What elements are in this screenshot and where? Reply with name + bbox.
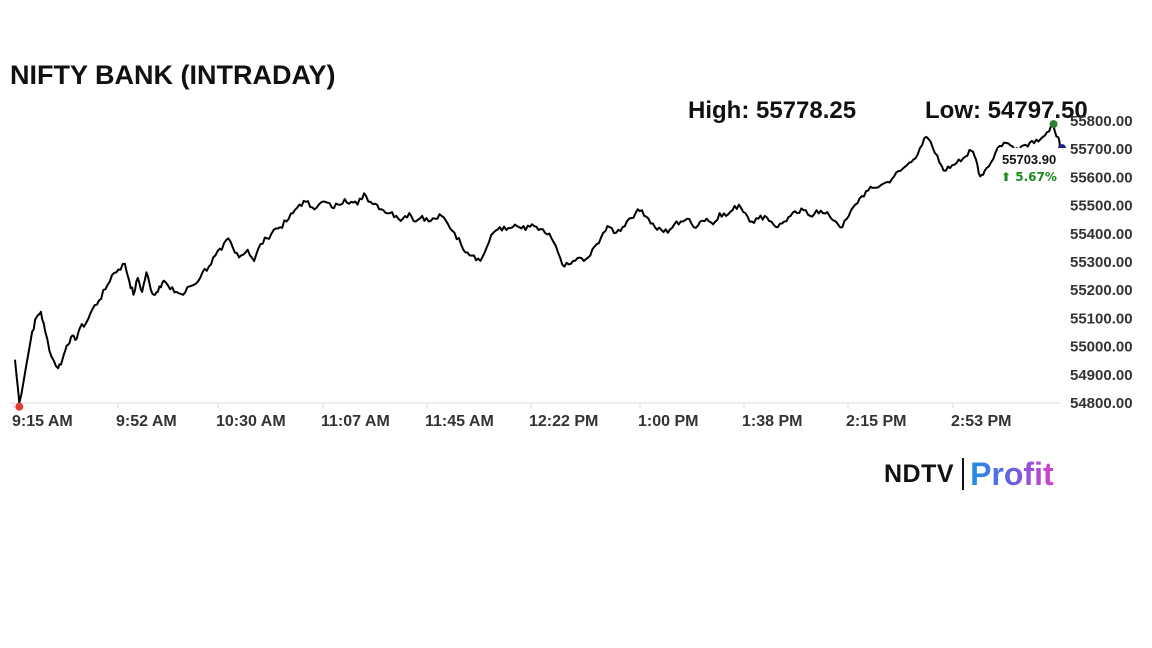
y-axis-ticks: 54800.00 54900.00 55000.00 55100.00 55200.00… — [1070, 113, 1133, 412]
chart-title: NIFTY BANK (INTRADAY) — [10, 60, 336, 90]
last-value-label: 55703.90 — [1002, 152, 1056, 167]
x-tick-label: 2:15 PM — [846, 413, 906, 430]
x-tick-label: 1:00 PM — [638, 413, 698, 430]
logo-ndtv-text: NDTV — [884, 459, 955, 488]
callout-background — [998, 148, 1068, 184]
x-axis-ticks: 9:15 AM 9:52 AM 10:30 AM 11:07 AM 11:45 AM 12… — [12, 403, 1011, 430]
x-tick-label: 11:07 AM — [321, 413, 390, 430]
x-tick-label: 9:52 AM — [116, 413, 177, 430]
high-label: High: 55778.25 — [688, 97, 857, 124]
y-tick-label: 55600.00 — [1070, 169, 1133, 186]
y-tick-label: 55200.00 — [1070, 282, 1133, 299]
x-tick-label: 9:15 AM — [12, 413, 73, 430]
x-tick-label: 10:30 AM — [216, 413, 286, 430]
y-tick-label: 55000.00 — [1070, 339, 1133, 356]
y-tick-label: 54800.00 — [1070, 395, 1133, 412]
high-marker-point — [1049, 120, 1058, 129]
x-tick-label: 11:45 AM — [425, 413, 494, 430]
last-value-callout: 55703.90 ⬆ 5.67% — [998, 148, 1068, 184]
x-tick-label: 1:38 PM — [742, 413, 802, 430]
low-label: Low: 54797.50 — [925, 97, 1088, 124]
y-tick-label: 55800.00 — [1070, 113, 1133, 130]
x-tick-label: 2:53 PM — [951, 413, 1011, 430]
y-tick-label: 55300.00 — [1070, 254, 1133, 271]
low-marker-point — [15, 402, 24, 411]
change-percent-label: ⬆ 5.67% — [1001, 170, 1057, 184]
y-tick-label: 55100.00 — [1070, 310, 1133, 327]
y-tick-label: 55700.00 — [1070, 141, 1133, 158]
logo-profit-text: Profit — [970, 455, 1054, 492]
y-tick-label: 54900.00 — [1070, 367, 1133, 384]
ndtv-profit-logo: NDTV Profit — [884, 456, 1054, 492]
y-tick-label: 55400.00 — [1070, 226, 1133, 243]
logo-divider — [962, 458, 965, 490]
y-tick-label: 55500.00 — [1070, 198, 1133, 215]
price-series-line — [14, 124, 1061, 404]
x-tick-label: 12:22 PM — [529, 413, 598, 430]
